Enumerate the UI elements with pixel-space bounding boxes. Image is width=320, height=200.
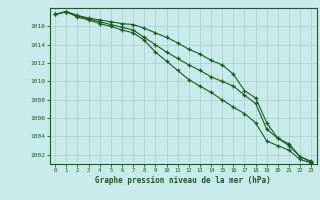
X-axis label: Graphe pression niveau de la mer (hPa): Graphe pression niveau de la mer (hPa) [95, 176, 271, 185]
